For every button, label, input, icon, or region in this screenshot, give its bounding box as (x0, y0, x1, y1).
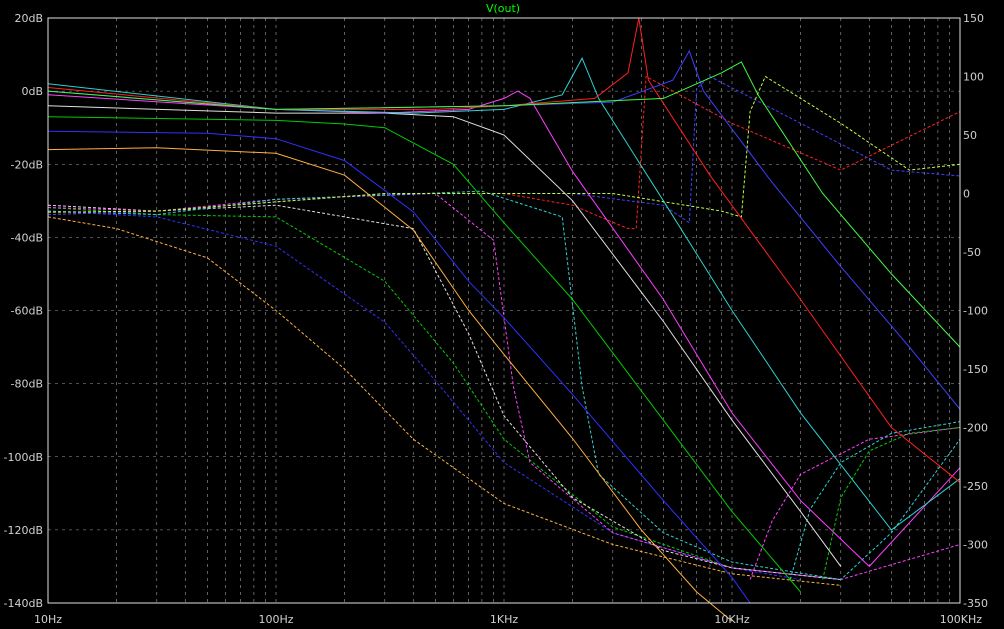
y-left-tick-label: 0dB (21, 85, 43, 98)
y-left-tick-label: -120dB (4, 524, 44, 537)
phase-series-line (47, 75, 961, 218)
x-tick-label: 10KHz (714, 613, 749, 626)
plot-series (47, 17, 961, 622)
y-right-tick-label: 100 (963, 71, 984, 84)
y-right-tick-label: -100 (963, 305, 988, 318)
magnitude-series-line (47, 61, 961, 348)
y-left-tick-label: -60dB (11, 305, 44, 318)
y-right-tick-label: 50 (963, 129, 977, 142)
magnitude-series-line (47, 90, 961, 568)
y-left-tick-label: -100dB (4, 451, 44, 464)
y-right-tick-label: -50 (963, 246, 981, 259)
magnitude-series-line (47, 105, 842, 567)
magnitude-series-line (47, 57, 961, 531)
phase-series-line (822, 427, 961, 580)
x-tick-label: 100Hz (258, 613, 293, 626)
y-axis-left-ticks: 20dB 0dB -20dB -40dB -60dB -80dB -100dB -120dB -… (4, 12, 44, 610)
phase-series-line (47, 192, 961, 581)
plot-frame (47, 17, 961, 604)
y-right-tick-label: 0 (963, 188, 970, 201)
y-left-tick-label: -140dB (4, 597, 44, 610)
x-axis-ticks: 10Hz 100Hz 1KHz 10KHz 100KHz (34, 613, 982, 626)
phase-series-line (47, 210, 801, 581)
phase-series-line (47, 216, 841, 586)
magnitude-series-line (47, 116, 801, 593)
plot-grid (48, 18, 960, 603)
x-tick-label: 1KHz (490, 613, 518, 626)
phase-series-line (47, 204, 841, 581)
y-left-tick-label: 20dB (14, 12, 43, 25)
chart-title: V(out) (486, 2, 520, 15)
y-right-tick-label: -350 (963, 597, 988, 610)
y-left-tick-label: -40dB (11, 231, 44, 244)
phase-series-line (749, 427, 961, 580)
y-right-tick-label: -200 (963, 422, 988, 435)
y-axis-right-ticks: 150 100 50 0 -50 -100 -150 -200 -250 -300 -350 (963, 12, 988, 610)
y-right-tick-label: 150 (963, 12, 984, 25)
magnitude-series-line (47, 130, 751, 604)
y-left-tick-label: -20dB (11, 158, 44, 171)
phase-series-line (789, 421, 961, 580)
y-right-tick-label: -300 (963, 539, 988, 552)
phase-series-line (47, 207, 841, 581)
y-right-tick-label: -250 (963, 480, 988, 493)
x-tick-label: 100KHz (940, 613, 982, 626)
magnitude-series-line (47, 17, 961, 483)
magnitude-series-line (47, 147, 733, 622)
x-tick-label: 10Hz (34, 613, 62, 626)
y-left-tick-label: -80dB (11, 378, 44, 391)
y-right-tick-label: -150 (963, 363, 988, 376)
